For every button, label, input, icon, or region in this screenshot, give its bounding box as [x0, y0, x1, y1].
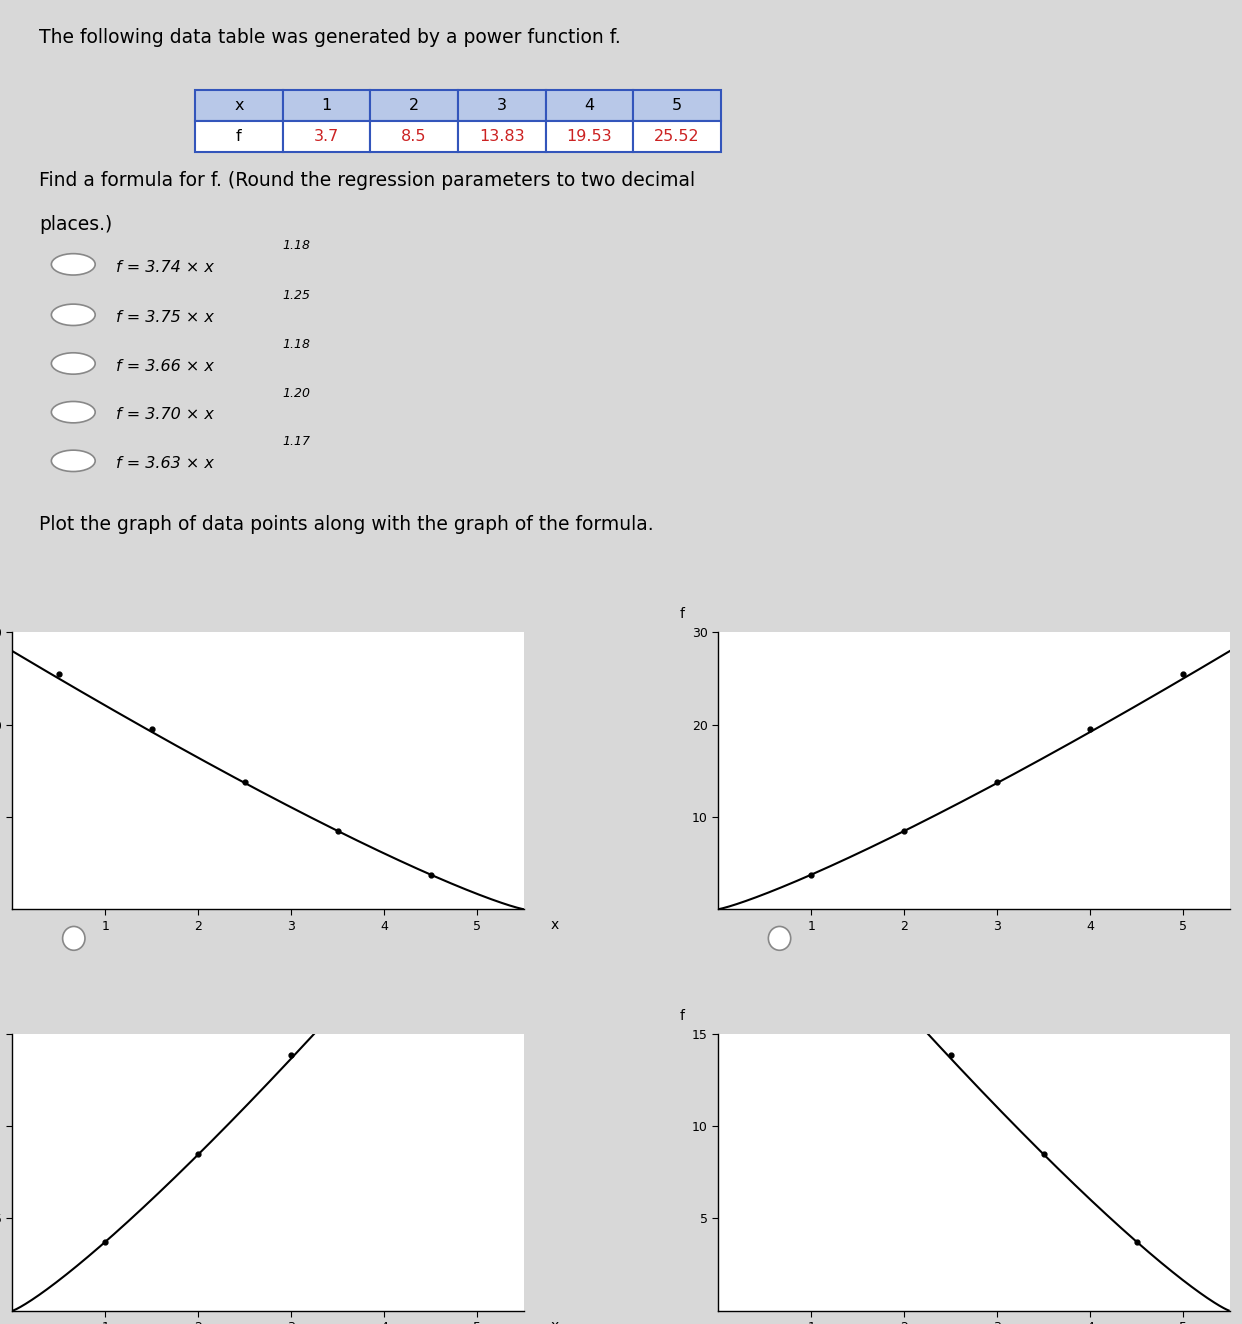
Text: 1.18: 1.18: [282, 238, 310, 252]
Bar: [283, 122, 370, 152]
Text: 25.52: 25.52: [655, 130, 699, 144]
Bar: [633, 90, 720, 122]
Bar: [370, 122, 458, 152]
Text: f: f: [236, 130, 242, 144]
Text: f = 3.74 × x: f = 3.74 × x: [116, 260, 214, 274]
Bar: [458, 122, 545, 152]
Y-axis label: f: f: [679, 1009, 684, 1022]
Text: 4: 4: [584, 98, 595, 114]
X-axis label: x: x: [550, 1319, 559, 1324]
Text: 5: 5: [672, 98, 682, 114]
Text: The following data table was generated by a power function f.: The following data table was generated b…: [40, 28, 621, 48]
Text: 1.17: 1.17: [282, 436, 310, 449]
Text: x: x: [233, 98, 243, 114]
Text: 1: 1: [322, 98, 332, 114]
Circle shape: [51, 254, 96, 275]
Text: 2: 2: [409, 98, 419, 114]
Bar: [545, 122, 633, 152]
Text: f = 3.66 × x: f = 3.66 × x: [116, 359, 214, 373]
Text: f = 3.75 × x: f = 3.75 × x: [116, 310, 214, 326]
Text: f = 3.70 × x: f = 3.70 × x: [116, 408, 214, 422]
Text: Find a formula for f. (Round the regression parameters to two decimal: Find a formula for f. (Round the regress…: [40, 171, 696, 189]
Circle shape: [51, 305, 96, 326]
Text: 3.7: 3.7: [314, 130, 339, 144]
Text: f = 3.63 × x: f = 3.63 × x: [116, 455, 214, 471]
Text: places.): places.): [40, 214, 113, 234]
Text: 1.18: 1.18: [282, 338, 310, 351]
Bar: [283, 90, 370, 122]
Bar: [370, 90, 458, 122]
Circle shape: [51, 352, 96, 375]
Text: Plot the graph of data points along with the graph of the formula.: Plot the graph of data points along with…: [40, 515, 653, 534]
Bar: [195, 90, 283, 122]
Bar: [195, 122, 283, 152]
Text: 19.53: 19.53: [566, 130, 612, 144]
Bar: [545, 90, 633, 122]
Y-axis label: f: f: [679, 608, 684, 621]
Circle shape: [51, 401, 96, 422]
Text: 1.25: 1.25: [282, 289, 310, 302]
Bar: [633, 122, 720, 152]
Circle shape: [51, 450, 96, 471]
Text: 13.83: 13.83: [479, 130, 524, 144]
Text: 1.20: 1.20: [282, 387, 310, 400]
Bar: [458, 90, 545, 122]
X-axis label: x: x: [550, 918, 559, 932]
Text: 8.5: 8.5: [401, 130, 427, 144]
Text: 3: 3: [497, 98, 507, 114]
